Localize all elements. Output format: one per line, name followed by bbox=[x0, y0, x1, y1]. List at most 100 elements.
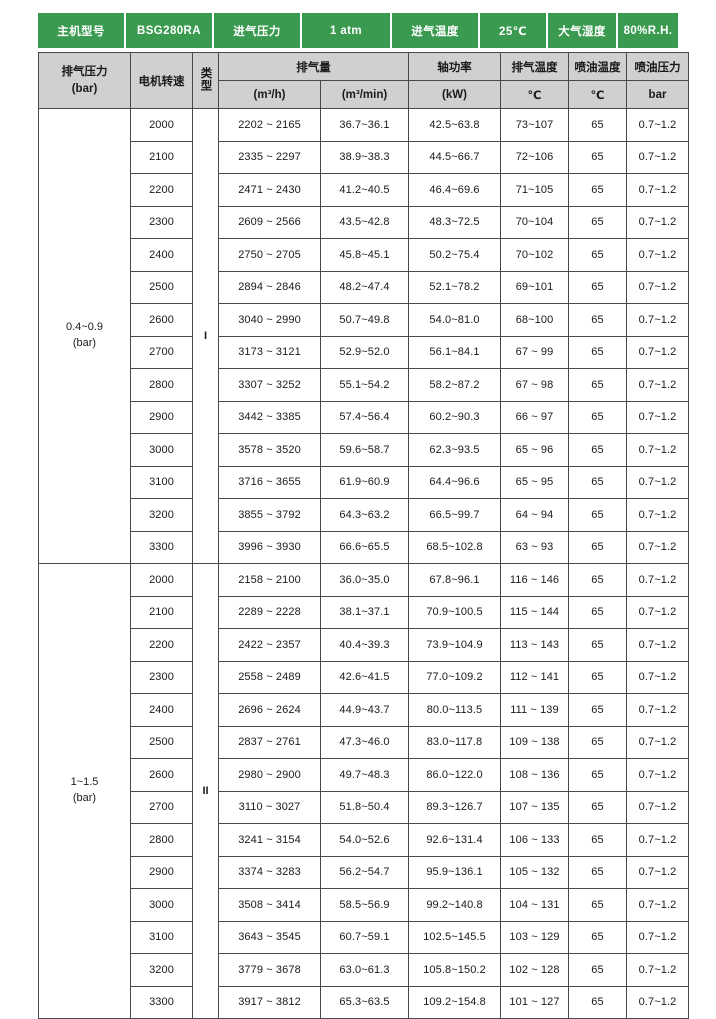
cell-flow-m3h: 2471 ~ 2430 bbox=[218, 173, 321, 207]
cell-flow-m3h: 2558 ~ 2489 bbox=[218, 660, 321, 694]
discharge-pressure-title: 排气压力 bbox=[61, 65, 108, 78]
cell-shaft-power: 60.2~90.3 bbox=[408, 400, 501, 434]
cell-motor-speed: 2300 bbox=[130, 205, 193, 239]
cell-shaft-power: 92.6~131.4 bbox=[408, 823, 501, 857]
cell-oil-pressure: 0.7~1.2 bbox=[626, 465, 689, 499]
cell-flow-m3min: 45.8~45.1 bbox=[320, 238, 409, 272]
cell-flow-m3h: 2609 ~ 2566 bbox=[218, 205, 321, 239]
cell-flow-m3h: 3173 ~ 3121 bbox=[218, 335, 321, 369]
cell-motor-speed: 2800 bbox=[130, 368, 193, 402]
cell-oil-temp: 65 bbox=[568, 205, 627, 239]
cell-oil-pressure: 0.7~1.2 bbox=[626, 628, 689, 662]
cell-motor-speed: 3000 bbox=[130, 888, 193, 922]
cell-oil-pressure: 0.7~1.2 bbox=[626, 888, 689, 922]
inlet-temperature-value: 25℃ bbox=[480, 13, 548, 48]
cell-oil-temp: 65 bbox=[568, 920, 627, 954]
cell-shaft-power: 42.5~63.8 bbox=[408, 108, 501, 142]
cell-motor-speed: 2300 bbox=[130, 660, 193, 694]
cell-discharge-temp: 73~107 bbox=[500, 108, 569, 142]
col-unit-shaft-power: (kW) bbox=[408, 80, 501, 109]
cell-oil-temp: 65 bbox=[568, 173, 627, 207]
cell-oil-temp: 65 bbox=[568, 368, 627, 402]
cell-oil-pressure: 0.7~1.2 bbox=[626, 595, 689, 629]
cell-flow-m3h: 2158 ~ 2100 bbox=[218, 563, 321, 597]
table-row: 3300 3996 ~ 3930 66.6~65.5 68.5~102.8 63 ~ 9… bbox=[39, 530, 689, 564]
cell-discharge-temp: 63 ~ 93 bbox=[500, 530, 569, 564]
cell-oil-temp: 65 bbox=[568, 693, 627, 727]
group-pressure-range: 1~1.5 bbox=[70, 776, 99, 789]
cell-discharge-temp: 112 ~ 141 bbox=[500, 660, 569, 694]
table-row: 3100 3643 ~ 3545 60.7~59.1 102.5~145.5 103 ~… bbox=[39, 920, 689, 954]
table-row: 2900 3374 ~ 3283 56.2~54.7 95.9~136.1 105 ~ … bbox=[39, 855, 689, 889]
table-body: 0.4~0.9 (bar) 2000 I 2202 ~ 2165 36.7~36.1 42.… bbox=[38, 108, 689, 1019]
cell-motor-speed: 3200 bbox=[130, 953, 193, 987]
cell-flow-m3min: 61.9~60.9 bbox=[320, 465, 409, 499]
cell-discharge-temp: 104 ~ 131 bbox=[500, 888, 569, 922]
cell-discharge-temp: 69~101 bbox=[500, 270, 569, 304]
cell-discharge-temp: 66 ~ 97 bbox=[500, 400, 569, 434]
cell-discharge-temp: 67 ~ 98 bbox=[500, 368, 569, 402]
cell-oil-temp: 65 bbox=[568, 335, 627, 369]
cell-oil-temp: 65 bbox=[568, 888, 627, 922]
cell-flow-m3min: 55.1~54.2 bbox=[320, 368, 409, 402]
cell-shaft-power: 86.0~122.0 bbox=[408, 758, 501, 792]
humidity-label: 大气湿度 bbox=[548, 13, 618, 48]
cell-oil-pressure: 0.7~1.2 bbox=[626, 693, 689, 727]
group-discharge-pressure: 0.4~0.9 (bar) bbox=[38, 108, 131, 564]
cell-motor-speed: 3200 bbox=[130, 498, 193, 532]
cell-motor-speed: 2500 bbox=[130, 725, 193, 759]
cell-flow-m3min: 48.2~47.4 bbox=[320, 270, 409, 304]
cell-oil-temp: 65 bbox=[568, 140, 627, 174]
cell-flow-m3h: 2422 ~ 2357 bbox=[218, 628, 321, 662]
cell-oil-temp: 65 bbox=[568, 758, 627, 792]
col-header-type: 类型 bbox=[192, 52, 219, 109]
cell-motor-speed: 2400 bbox=[130, 238, 193, 272]
cell-flow-m3h: 3241 ~ 3154 bbox=[218, 823, 321, 857]
cell-oil-temp: 65 bbox=[568, 725, 627, 759]
cell-flow-m3h: 2202 ~ 2165 bbox=[218, 108, 321, 142]
cell-shaft-power: 102.5~145.5 bbox=[408, 920, 501, 954]
cell-discharge-temp: 70~102 bbox=[500, 238, 569, 272]
cell-flow-m3min: 54.0~52.6 bbox=[320, 823, 409, 857]
cell-motor-speed: 3100 bbox=[130, 920, 193, 954]
cell-motor-speed: 2100 bbox=[130, 140, 193, 174]
cell-flow-m3min: 36.0~35.0 bbox=[320, 563, 409, 597]
cell-discharge-temp: 101 ~ 127 bbox=[500, 985, 569, 1019]
col-unit-flow-m3min: (m³/min) bbox=[320, 80, 409, 109]
cell-flow-m3h: 3779 ~ 3678 bbox=[218, 953, 321, 987]
cell-motor-speed: 2600 bbox=[130, 303, 193, 337]
humidity-value: 80%R.H. bbox=[618, 13, 678, 48]
cell-oil-pressure: 0.7~1.2 bbox=[626, 270, 689, 304]
cell-discharge-temp: 70~104 bbox=[500, 205, 569, 239]
cell-flow-m3min: 64.3~63.2 bbox=[320, 498, 409, 532]
cell-oil-pressure: 0.7~1.2 bbox=[626, 173, 689, 207]
cell-flow-m3h: 3996 ~ 3930 bbox=[218, 530, 321, 564]
cell-flow-m3min: 49.7~48.3 bbox=[320, 758, 409, 792]
cell-shaft-power: 89.3~126.7 bbox=[408, 790, 501, 824]
cell-shaft-power: 46.4~69.6 bbox=[408, 173, 501, 207]
cell-oil-temp: 65 bbox=[568, 660, 627, 694]
cell-oil-temp: 65 bbox=[568, 465, 627, 499]
table-row: 2100 2335 ~ 2297 38.9~38.3 44.5~66.7 72~106 6… bbox=[39, 140, 689, 174]
cell-oil-pressure: 0.7~1.2 bbox=[626, 985, 689, 1019]
cell-shaft-power: 105.8~150.2 bbox=[408, 953, 501, 987]
cell-oil-pressure: 0.7~1.2 bbox=[626, 790, 689, 824]
cell-shaft-power: 109.2~154.8 bbox=[408, 985, 501, 1019]
cell-shaft-power: 66.5~99.7 bbox=[408, 498, 501, 532]
cell-oil-temp: 65 bbox=[568, 790, 627, 824]
cell-flow-m3h: 3643 ~ 3545 bbox=[218, 920, 321, 954]
cell-flow-m3h: 3374 ~ 3283 bbox=[218, 855, 321, 889]
cell-flow-m3min: 50.7~49.8 bbox=[320, 303, 409, 337]
cell-oil-pressure: 0.7~1.2 bbox=[626, 303, 689, 337]
cell-motor-speed: 2700 bbox=[130, 790, 193, 824]
group-discharge-pressure: 1~1.5 (bar) bbox=[38, 563, 131, 1019]
cell-flow-m3min: 58.5~56.9 bbox=[320, 888, 409, 922]
table-row: 2700 3110 ~ 3027 51.8~50.4 89.3~126.7 107 ~ … bbox=[39, 790, 689, 824]
cell-discharge-temp: 107 ~ 135 bbox=[500, 790, 569, 824]
cell-discharge-temp: 102 ~ 128 bbox=[500, 953, 569, 987]
cell-flow-m3min: 51.8~50.4 bbox=[320, 790, 409, 824]
cell-discharge-temp: 105 ~ 132 bbox=[500, 855, 569, 889]
cell-oil-pressure: 0.7~1.2 bbox=[626, 238, 689, 272]
model-label: 主机型号 bbox=[38, 13, 126, 48]
group-pressure-unit: (bar) bbox=[72, 337, 97, 349]
